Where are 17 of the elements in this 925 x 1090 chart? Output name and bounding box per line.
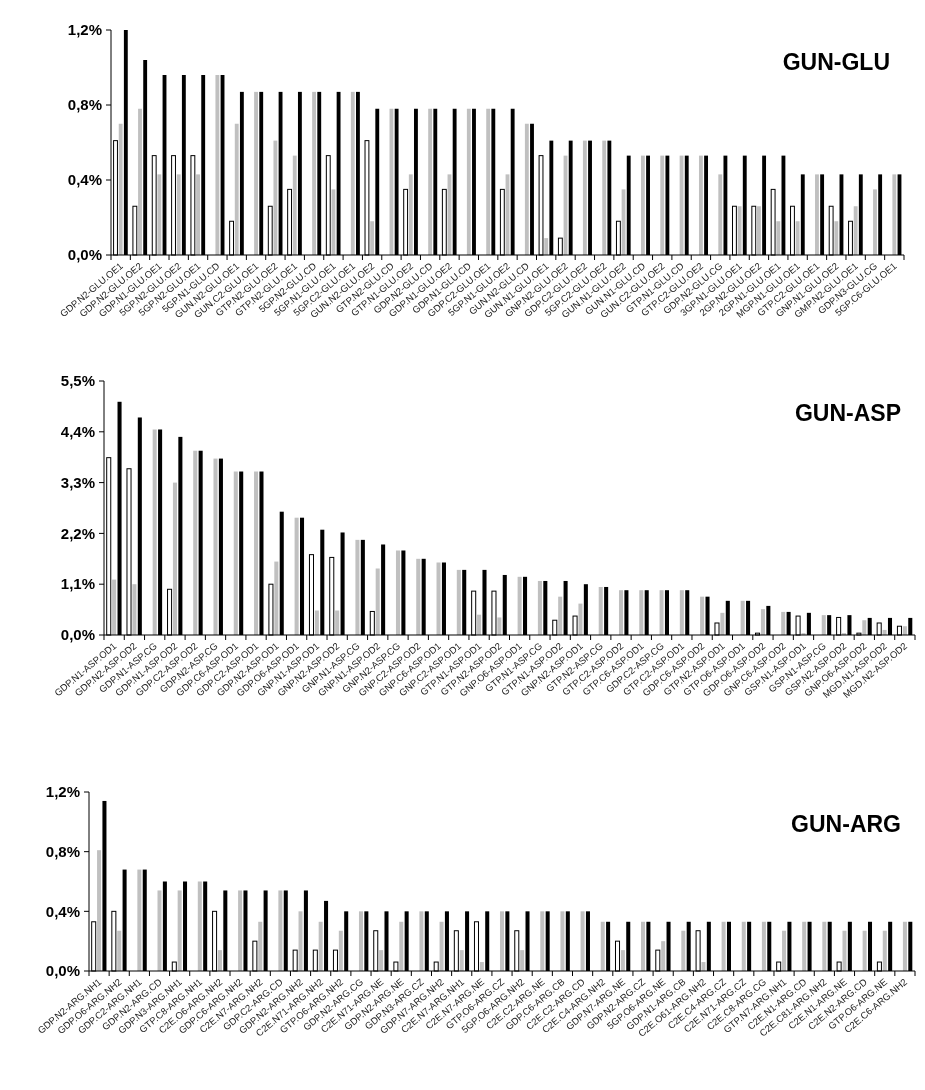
- y-tick-label: 4,4%: [60, 423, 95, 441]
- y-tick-label: 1,2%: [45, 783, 80, 801]
- y-tick-label: 0,0%: [45, 962, 80, 980]
- y-tick-label: 0,0%: [60, 626, 95, 644]
- y-tick-label: 3,3%: [60, 473, 95, 491]
- text: GUN-ASP: [794, 400, 901, 426]
- y-tick-label: 2,2%: [60, 524, 95, 542]
- y-tick-label: 0,8%: [45, 842, 80, 860]
- text: GUN-GLU: [782, 49, 890, 75]
- y-tick-label: 0,8%: [67, 96, 102, 114]
- text: GUN-ARG: [791, 811, 901, 837]
- y-tick-label: 1,1%: [60, 575, 95, 593]
- y-tick-label: 0,4%: [45, 902, 80, 920]
- y-tick-label: 5,5%: [60, 372, 95, 390]
- y-tick-label: 1,2%: [67, 21, 102, 39]
- y-tick-label: 0,4%: [67, 171, 102, 189]
- y-tick-label: 0,0%: [67, 246, 102, 264]
